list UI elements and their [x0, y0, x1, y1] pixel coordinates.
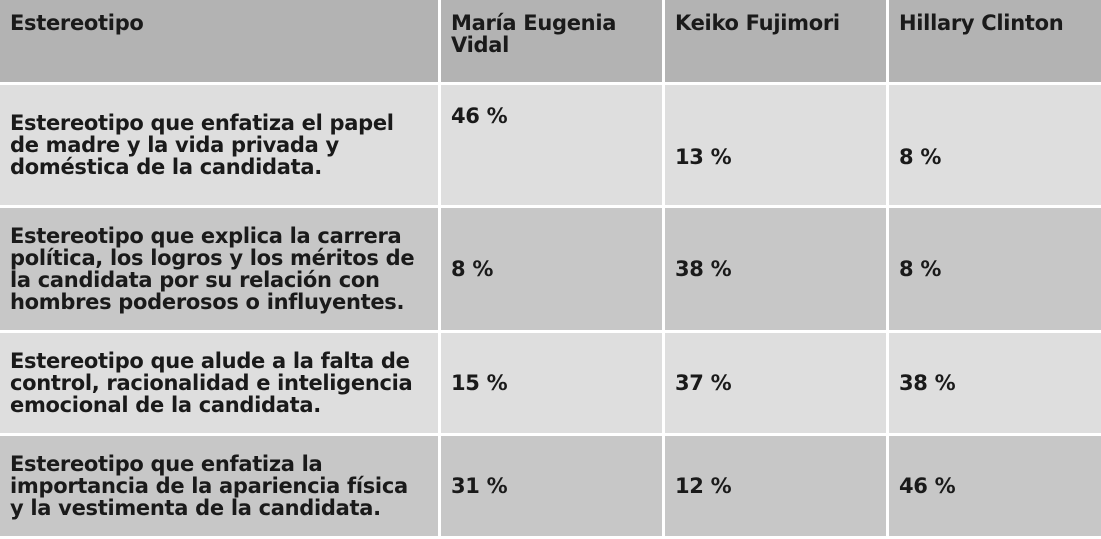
table-row: Estereotipo que explica la carrera polít… — [0, 208, 1101, 330]
percent-cell: 38 % — [889, 333, 1101, 433]
percent-cell: 8 % — [441, 208, 662, 330]
percent-cell: 15 % — [441, 333, 662, 433]
percent-cell: 46 % — [441, 85, 662, 205]
percent-cell: 31 % — [441, 436, 662, 536]
header-cell: Hillary Clinton — [889, 0, 1101, 82]
table-header: Estereotipo María Eugenia Vidal Keiko Fuji… — [0, 0, 1101, 82]
header-cell: María Eugenia Vidal — [441, 0, 662, 82]
header-cell: Keiko Fujimori — [665, 0, 886, 82]
table-row: Estereotipo que enfatiza la importancia … — [0, 436, 1101, 536]
percent-cell: 37 % — [665, 333, 886, 433]
header-row: Estereotipo María Eugenia Vidal Keiko Fuji… — [0, 0, 1101, 82]
table-row: Estereotipo que alude a la falta de cont… — [0, 333, 1101, 433]
header-cell: Estereotipo — [0, 0, 438, 82]
percent-cell: 8 % — [889, 85, 1101, 205]
table-body: Estereotipo que enfatiza el papel de mad… — [0, 85, 1101, 536]
table-row: Estereotipo que enfatiza el papel de mad… — [0, 85, 1101, 205]
stereotype-cell: Estereotipo que alude a la falta de cont… — [0, 333, 438, 433]
percent-cell: 38 % — [665, 208, 886, 330]
percent-cell: 12 % — [665, 436, 886, 536]
percent-cell: 13 % — [665, 85, 886, 205]
stereotype-cell: Estereotipo que enfatiza el papel de mad… — [0, 85, 438, 205]
stereotype-cell: Estereotipo que enfatiza la importancia … — [0, 436, 438, 536]
percent-cell: 8 % — [889, 208, 1101, 330]
stereotype-cell: Estereotipo que explica la carrera polít… — [0, 208, 438, 330]
percent-cell: 46 % — [889, 436, 1101, 536]
